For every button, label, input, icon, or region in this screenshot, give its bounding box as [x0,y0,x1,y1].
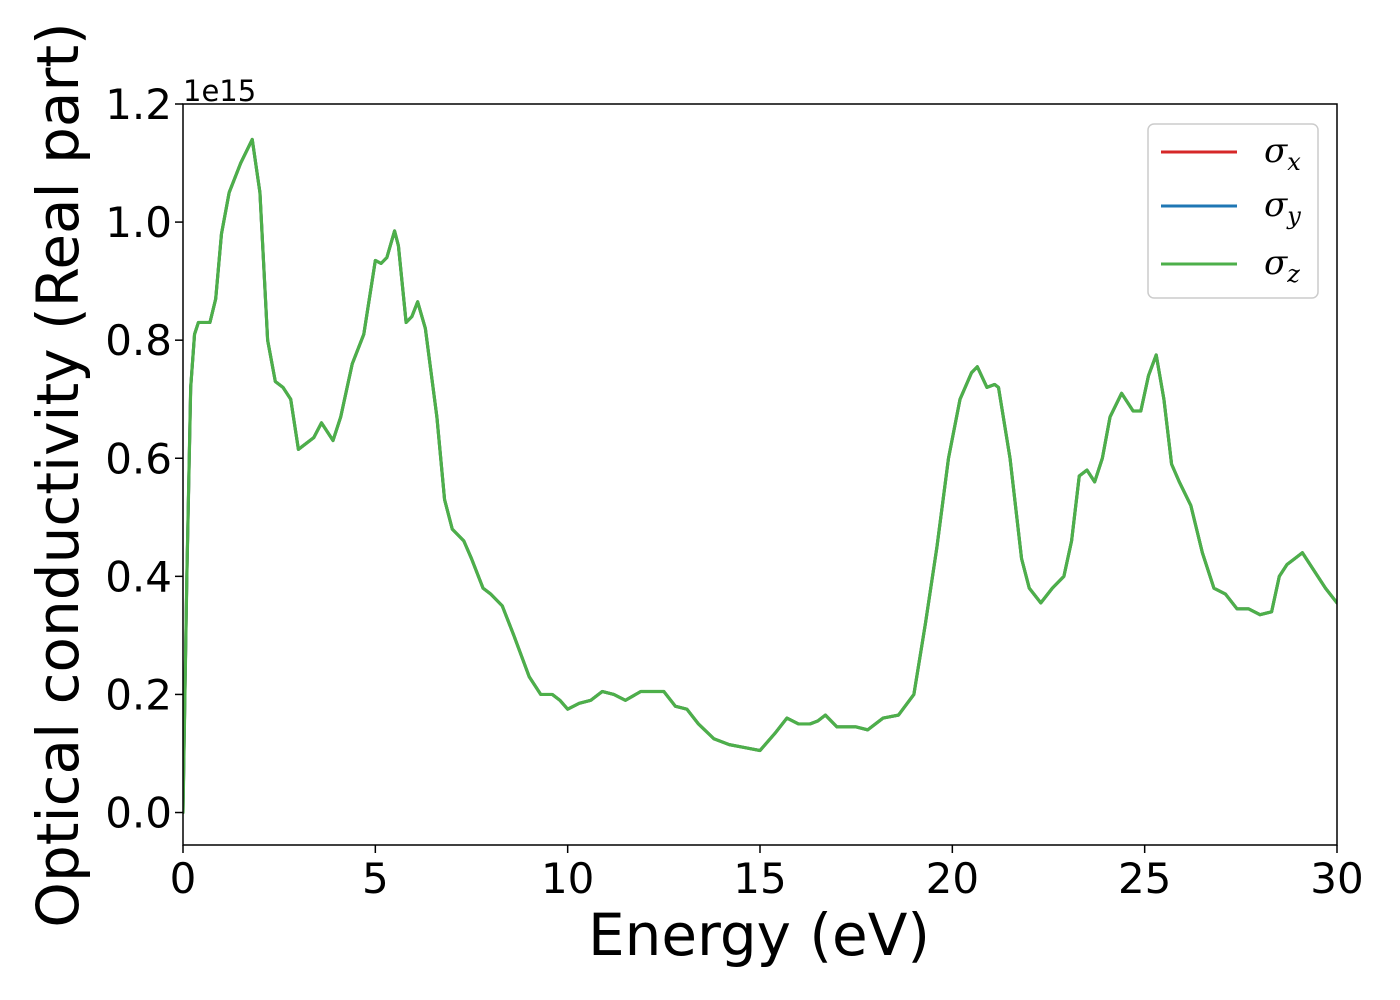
x-tick-label-5: 25 [1118,854,1171,903]
legend-subscript-y: y [1286,202,1301,230]
x-tick-label-6: 30 [1310,854,1363,903]
y-offset-label: 1e15 [183,74,256,108]
legend-symbol-x: σ [1264,131,1288,171]
axes-layer: 0 5 10 15 20 25 30 0.0 0.2 0.4 0.6 0.8 1.0 1.2 [105,80,1364,903]
legend-label-y: σy [1264,185,1301,230]
legend-label-z: σz [1264,243,1300,288]
y-axis-label: Optical conductivity (Real part) [24,22,92,927]
legend-entry-y: σy [1161,185,1301,230]
legend-subscript-z: z [1286,260,1300,288]
y-tick-label-5: 1.0 [105,198,172,247]
series-line-z [183,137,1337,815]
x-tick-label-1: 5 [362,854,389,903]
y-tick-label-3: 0.6 [105,434,172,483]
legend-subscript-x: x [1287,148,1301,176]
legend-symbol-z: σ [1264,243,1288,283]
legend-box [1147,123,1319,299]
y-tick-label-1: 0.2 [105,670,172,719]
plot-layer [183,137,1337,815]
legend-label-x: σx [1264,131,1301,176]
y-tick-label-4: 0.8 [105,316,172,365]
x-tick-label-2: 10 [541,854,594,903]
legend-entry-z: σz [1161,243,1300,288]
y-tick-label-6: 1.2 [105,80,172,129]
legend-entry-x: σx [1161,131,1301,176]
x-tick-label-3: 15 [733,854,786,903]
legend-symbol-y: σ [1264,185,1288,225]
y-tick-label-2: 0.4 [105,552,172,601]
x-tick-label-0: 0 [170,854,197,903]
x-axis-label: Energy (eV) [588,901,930,969]
y-tick-label-0: 0.0 [105,789,172,838]
legend: σx σy σz [1147,123,1319,299]
x-tick-label-4: 20 [926,854,979,903]
